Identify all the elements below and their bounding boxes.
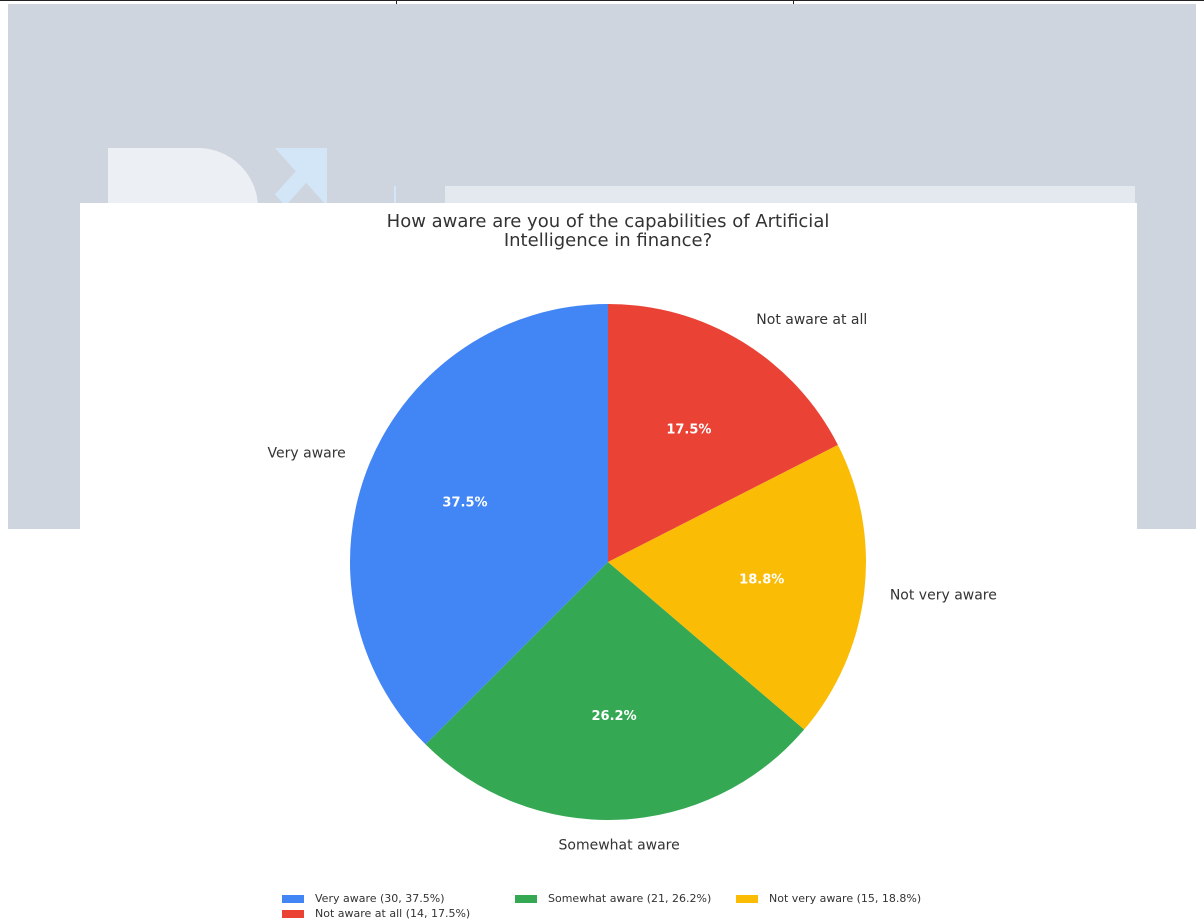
pie-slice-somewhat-aware [425, 562, 805, 821]
slice-percent-label: 37.5% [442, 495, 487, 510]
watermark-divider [394, 186, 396, 204]
slice-category-label: Very aware [268, 445, 346, 461]
slice-category-label: Not aware at all [756, 312, 867, 328]
slice-category-label: Not very aware [890, 587, 997, 603]
legend-item-somewhat-aware: Somewhat aware (21, 26.2%) [515, 892, 711, 905]
legend-swatch [515, 894, 537, 903]
legend-swatch [282, 909, 304, 918]
chart-title-line-2: Intelligence in finance? [503, 230, 713, 251]
legend-item-very-aware: Very aware (30, 37.5%) [282, 892, 445, 905]
slice-percent-label: 18.8% [739, 573, 784, 588]
watermark-lettering [445, 186, 1135, 204]
pie-slice-very-aware [350, 304, 608, 745]
top-divider-tick [793, 0, 794, 4]
pie-slice-not-very-aware [608, 444, 866, 730]
slice-category-label: Somewhat aware [559, 838, 680, 854]
chart-title-line-1: How aware are you of the capabilities of… [386, 211, 830, 232]
pie-slice-not-aware-at-all [608, 304, 838, 562]
legend-item-not-aware-at-all: Not aware at all (14, 17.5%) [282, 907, 470, 920]
slice-percent-label: 17.5% [666, 423, 711, 438]
legend-label: Not aware at all (14, 17.5%) [315, 907, 471, 920]
legend-swatch [282, 894, 304, 903]
legend-label: Very aware (30, 37.5%) [315, 892, 445, 905]
top-border [0, 0, 1204, 1]
legend-label: Not very aware (15, 18.8%) [769, 892, 922, 905]
legend-swatch [736, 894, 758, 903]
legend-label: Somewhat aware (21, 26.2%) [548, 892, 712, 905]
legend-item-not-very-aware: Not very aware (15, 18.8%) [736, 892, 921, 905]
slice-percent-label: 26.2% [592, 709, 637, 724]
chart-title: How aware are you of the capabilities of… [308, 212, 908, 250]
top-divider-tick [396, 0, 397, 4]
